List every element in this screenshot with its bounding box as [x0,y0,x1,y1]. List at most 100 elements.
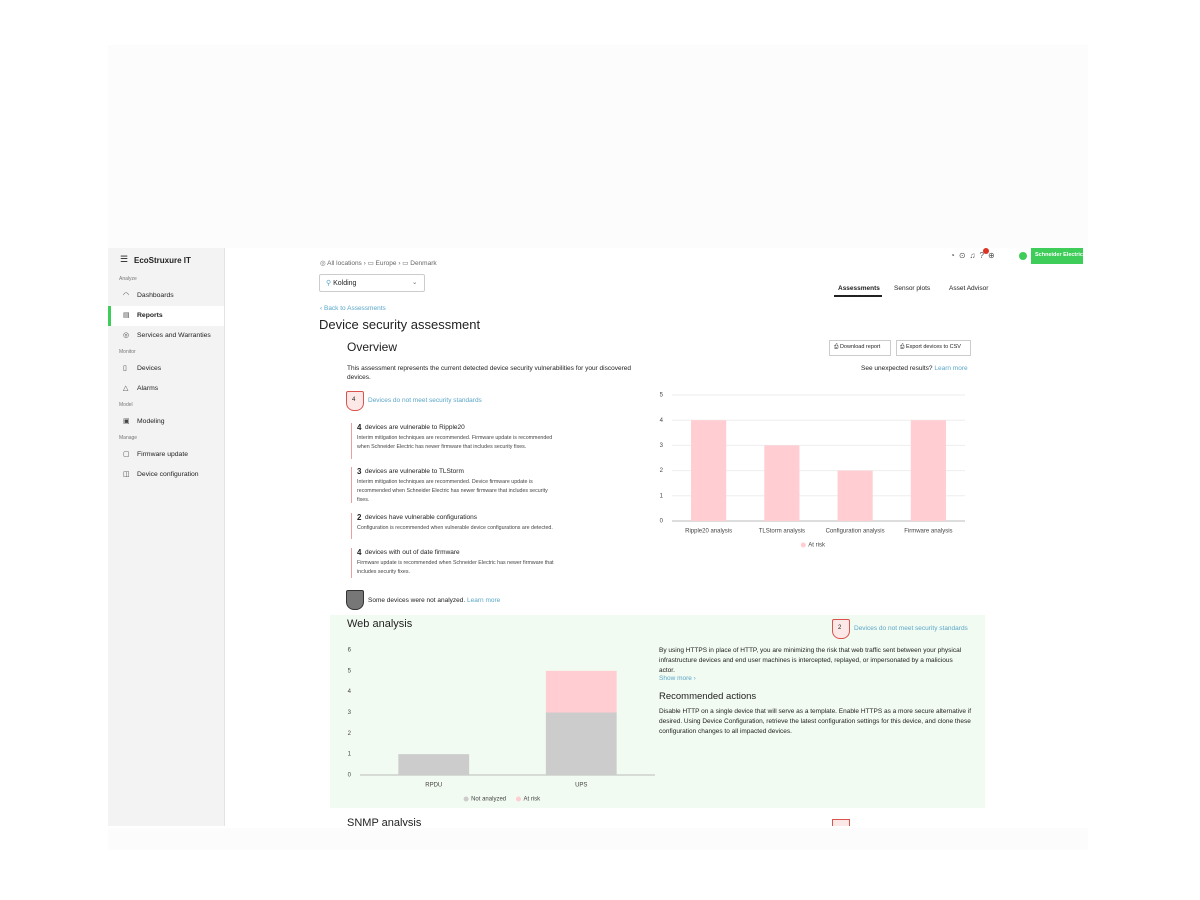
brand: Schneider Electric [1035,252,1083,258]
location-select[interactable] [319,274,425,292]
y-tick-label: 0 [348,773,352,779]
link[interactable]: Learn more [934,365,968,372]
nav-item[interactable]: Device configuration [137,471,199,478]
nav-item[interactable]: Modeling [137,418,165,425]
breadcrumb[interactable]: Denmark [410,260,437,267]
chart: 0 1 2 3 4 5 Ripple20 analysis TLStorm analysis C… [660,393,965,549]
item-text[interactable]: Configuration is recommended when vulner… [357,525,553,531]
x-tick-label: RPDU [425,783,442,789]
count: 2 [357,513,362,522]
x-tick-label: Configuration analysis [826,529,885,535]
x-tick-label: Firmware analysis [904,529,952,535]
section-title: Web analysis [347,618,413,630]
bar [837,470,873,521]
y-tick-label: 4 [348,689,352,695]
legend-label: At risk [524,797,542,803]
breadcrumb[interactable]: Europe [375,260,397,267]
location[interactable]: ⚲ Kolding [326,280,357,287]
section-label: Analyze [119,276,137,282]
section-label: Monitor [119,349,136,355]
chart: 0 1 2 3 4 5 6 RPDU UPS Not analyzed At risk [348,648,655,803]
y-tick-label: 1 [348,752,352,758]
nav-item[interactable]: Services and Warranties [137,332,211,339]
button[interactable] [896,340,971,356]
x-tick-label: Ripple20 analysis [685,529,732,535]
item-label[interactable]: devices are vulnerable to TLStorm [365,468,464,475]
item-border[interactable] [351,548,352,578]
dropdown-arrow: ⌄ [412,279,418,286]
y-tick-label: 2 [660,468,664,474]
section-label: Manage [119,435,138,441]
y-tick-label: 4 [660,418,664,424]
tab[interactable]: Sensor plots [894,285,931,292]
page-title: Device security assessment [319,317,481,332]
item-border[interactable] [351,423,352,459]
y-tick-label: 3 [660,443,664,449]
paragraph: By using HTTPS in place of HTTP, you are… [659,647,962,674]
nav-item[interactable]: Alarms [137,385,159,392]
shield-icon [346,590,364,610]
link[interactable]: Show more [659,675,692,682]
tab[interactable]: Asset Advisor [949,285,989,292]
button-label[interactable]: Download report [839,344,881,350]
clip: SNMP analysis [330,808,1030,826]
item-border[interactable] [351,513,352,539]
y-tick-label: 5 [660,393,664,399]
back-link[interactable]: Back to Assessments [323,305,386,312]
y-tick-label: 1 [660,493,664,499]
badge-count: 2 [838,625,842,631]
text: Some devices were not analyzed. [368,597,466,604]
nav-item[interactable]: Devices [137,365,162,372]
item-text[interactable]: Firmware update is recommended when Schn… [357,560,554,575]
x-tick-label: UPS [575,783,587,789]
badge-count: 4 [352,397,356,403]
item-text[interactable]: Interim mitigation techniques are recomm… [357,435,553,450]
breadcrumb[interactable]: All locations [327,260,362,267]
tab[interactable]: Assessments [838,285,880,292]
subheading: Recommended actions [659,691,757,702]
count: 4 [357,423,362,432]
bar [545,712,617,775]
item-border[interactable] [351,467,352,503]
item-label[interactable]: devices with out of date firmware [365,549,460,556]
y-tick-label: 6 [348,648,352,654]
item-text[interactable]: Interim mitigation techniques are recomm… [357,479,548,503]
button-label[interactable]: Export devices to CSV [905,344,961,350]
link[interactable]: Learn more [467,597,501,604]
item-label[interactable]: devices are vulnerable to Ripple20 [365,424,465,431]
location-label: Kolding [333,280,357,287]
button[interactable] [829,340,891,356]
badge-link[interactable]: Devices do not meet security standards [368,397,482,404]
y-tick-label: 5 [348,668,352,674]
nav-item[interactable]: Dashboards [137,292,174,299]
nav-item[interactable]: Reports [137,312,163,319]
y-tick-label: 3 [348,710,352,716]
nav-icon: ◎ [123,332,130,339]
bar [764,445,800,521]
bar [691,420,727,521]
badge-link[interactable]: Devices do not meet security standards [854,625,968,632]
section-title: Overview [347,340,398,354]
nav-icon: ▢ [123,451,130,458]
shield-badge [346,391,364,411]
legend-label: At risk [808,543,826,549]
nav-icon: ▣ [123,418,130,425]
legend-swatch [800,542,806,548]
tab-underline [834,295,882,297]
nav-item[interactable]: Firmware update [137,451,188,458]
brand-box [1031,248,1083,264]
y-tick-label: 0 [660,519,664,525]
toolbar-icons[interactable]: ◔⊙♫?⊕ [950,251,999,260]
x-tick-label: TLStorm analysis [759,529,805,535]
y-tick-label: 2 [348,731,352,737]
sidebar [108,248,225,826]
item-label[interactable]: devices have vulnerable configurations [365,514,478,521]
nav-icon: ▤ [123,312,130,319]
legend-swatch [516,796,521,802]
menu-icon[interactable]: ☰ [120,254,129,264]
bar [545,670,617,713]
nav-icon: △ [123,385,129,392]
nav-icon: ◫ [123,471,130,478]
legend-label: Not analyzed [471,797,506,803]
breadcrumb-1[interactable]: ◎ All locations › ▭ Europe › ▭ Denmark [320,260,437,267]
